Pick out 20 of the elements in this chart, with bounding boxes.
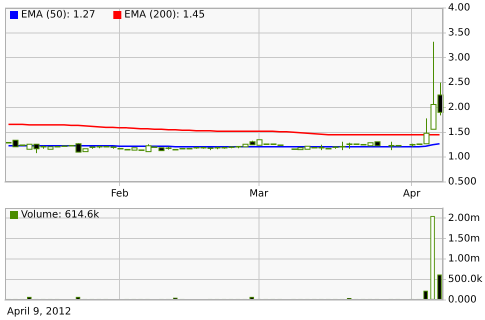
y-tick-label: 500.0k — [448, 274, 483, 286]
legend-label: EMA (50): 1.27 — [21, 10, 96, 21]
x-tick-label: Apr — [403, 188, 422, 200]
legend-label: EMA (200): 1.45 — [124, 10, 205, 21]
y-tick-label: 4.00 — [448, 2, 470, 14]
y-tick-label: 3.50 — [448, 27, 470, 38]
text: April 9, 2012 — [7, 306, 72, 318]
y-tick-label: 2.00m — [448, 212, 480, 224]
y-tick-label: 1.50m — [448, 233, 480, 244]
y-tick-label: 2.00 — [448, 102, 470, 114]
y-tick-label: 0.000 — [448, 294, 477, 306]
y-tick-label: 0.500 — [448, 176, 477, 188]
y-tick-label: 1.00m — [448, 254, 480, 265]
legend-label: Volume: 614.6k — [21, 210, 100, 221]
x-tick-label: Feb — [110, 188, 129, 200]
y-tick-label: 2.50 — [448, 77, 470, 88]
x-tick-label: Mar — [249, 188, 270, 200]
y-tick-label: 1.50 — [448, 126, 470, 138]
y-tick-label: 1.00 — [448, 152, 470, 163]
y-tick-label: 3.00 — [448, 52, 470, 64]
